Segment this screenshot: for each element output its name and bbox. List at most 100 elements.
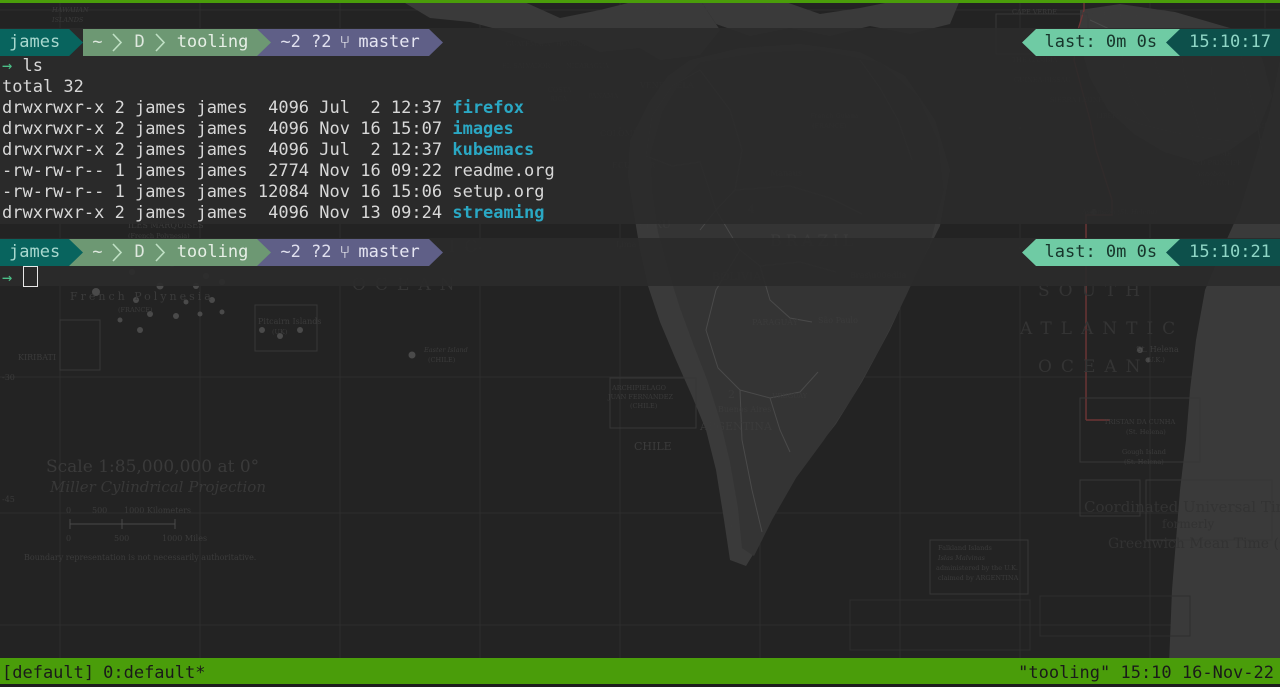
svg-text:500: 500 — [114, 534, 129, 543]
svg-text:BELIZE: BELIZE — [700, 4, 726, 12]
svg-text:500: 500 — [92, 506, 107, 515]
file-listing-row: -rw-rw-r-- 1 james james 12084 Nov 16 15… — [0, 182, 1280, 203]
tmux-status-right: "tooling" 15:10 16-Nov-22 — [1018, 662, 1274, 683]
svg-text:Saint Pierre: Saint Pierre — [742, 5, 791, 14]
tmux-session-name[interactable]: [default] — [2, 662, 95, 683]
file-listing-row: drwxrwxr-x 2 james james 4096 Nov 13 09:… — [0, 203, 1280, 224]
powerline-chevron-icon-1 — [111, 29, 126, 56]
file-row-metadata: -rw-rw-r-- 1 james james 2774 Nov 16 09:… — [2, 161, 453, 181]
svg-text:CHILE: CHILE — [634, 440, 672, 453]
svg-text:Boundary representation is not: Boundary representation is not necessari… — [24, 553, 256, 562]
svg-text:TRISTAN DA CUNHA: TRISTAN DA CUNHA — [1104, 418, 1175, 426]
terminal-text-backdrop — [0, 28, 1280, 224]
directory-name: streaming — [452, 203, 545, 223]
prompt-branch-segment-2: master — [354, 239, 429, 266]
directory-name: firefox — [452, 98, 524, 118]
prompt-git-status-2: ~2 ?2 — [271, 239, 336, 266]
output-total-line: total 32 — [2, 77, 84, 97]
svg-text:ISLANDS: ISLANDS — [51, 16, 84, 24]
tmux-top-border — [0, 0, 1280, 3]
powerline-separator-left-icon — [1021, 29, 1036, 56]
svg-text:ARGENTINA: ARGENTINA — [699, 420, 773, 433]
file-name: setup.org — [452, 182, 545, 202]
right-prompt-last-duration-2: last: 0m 0s — [1035, 239, 1167, 266]
file-row-metadata: drwxrwxr-x 2 james james 4096 Jul 2 12:3… — [2, 98, 453, 118]
prompt-user-segment: james — [0, 29, 70, 56]
powerline-left-1: james ~ D tooling — [0, 29, 443, 56]
svg-text:PARAGUAY: PARAGUAY — [752, 318, 799, 327]
git-branch-icon-2: ⑂ — [335, 239, 355, 266]
powerline-right-1: last: 0m 0s 15:10:17 — [1021, 29, 1280, 56]
svg-text:ATLANTIC: ATLANTIC — [1019, 319, 1184, 339]
svg-text:ARCHIPIELAGO: ARCHIPIELAGO — [611, 384, 666, 392]
svg-text:SOUTH: SOUTH — [1038, 281, 1149, 301]
svg-text:(FRANCE): (FRANCE) — [118, 306, 153, 314]
powerline-separator-left-icon-4 — [1166, 239, 1181, 266]
prompt-dir-segment: tooling — [167, 29, 258, 56]
svg-text:Coordinated Universal Time: Coordinated Universal Time — [1084, 498, 1280, 516]
svg-text:-45: -45 — [2, 495, 15, 504]
svg-text:St. Helena: St. Helena — [1136, 345, 1179, 354]
shell-prompt-line-2: james ~ D tooling — [0, 239, 1280, 266]
prompt-arrow-icon-2: → — [2, 268, 13, 288]
prompt-arrow-icon: → — [2, 56, 13, 76]
file-listing-row: drwxrwxr-x 2 james james 4096 Jul 2 12:3… — [0, 140, 1280, 161]
svg-text:KIRIBATI: KIRIBATI — [18, 353, 56, 362]
svg-text:formerly: formerly — [1162, 517, 1214, 531]
right-prompt-last-duration: last: 0m 0s — [1035, 29, 1167, 56]
svg-text:Gough Island: Gough Island — [1122, 448, 1166, 456]
file-row-metadata: drwxrwxr-x 2 james james 4096 Nov 13 09:… — [2, 203, 453, 223]
file-listing: drwxrwxr-x 2 james james 4096 Jul 2 12:3… — [0, 98, 1280, 224]
powerline-separator-left-icon-2 — [1166, 29, 1181, 56]
prompt-user-segment-2: james — [0, 239, 70, 266]
svg-text:Buenos Aires: Buenos Aires — [718, 405, 771, 414]
svg-text:3: 3 — [726, 518, 733, 531]
svg-text:MAURITANIA: MAURITANIA — [1082, 11, 1139, 20]
command-line: → ls — [0, 56, 1280, 77]
terminal-window[interactable]: james ~ D tooling — [0, 0, 1280, 656]
svg-text:0: 0 — [66, 534, 71, 543]
powerline-separator-icon — [69, 29, 84, 56]
right-prompt-clock-1: 15:10:17 — [1180, 29, 1280, 56]
file-listing-row: drwxrwxr-x 2 james james 4096 Jul 2 12:3… — [0, 98, 1280, 119]
prompt-drive-segment-2: D — [125, 239, 154, 266]
svg-text:administered by the U.K.: administered by the U.K. — [936, 564, 1018, 572]
svg-text:São Paulo: São Paulo — [818, 316, 858, 325]
svg-text:0: 0 — [66, 506, 71, 515]
svg-text:URUGUAY: URUGUAY — [772, 392, 808, 400]
svg-text:1000 Kilometers: 1000 Kilometers — [124, 506, 191, 515]
powerline-chevron-icon-4 — [153, 239, 168, 266]
shell-input-line[interactable]: → — [0, 266, 38, 288]
typed-command: ls — [22, 56, 43, 76]
prompt-home-segment-2: ~ — [83, 239, 112, 266]
svg-text:(St. Helena): (St. Helena) — [1126, 428, 1166, 436]
tmux-window-list[interactable]: 0:default* — [103, 662, 206, 683]
file-row-metadata: drwxrwxr-x 2 james james 4096 Nov 16 15:… — [2, 119, 453, 139]
svg-text:(CHILE): (CHILE) — [428, 356, 456, 364]
tmux-status-bar[interactable]: [default] 0:default* "tooling" 15:10 16-… — [0, 658, 1280, 687]
svg-text:Greenwich Mean Time (GMT): Greenwich Mean Time (GMT) — [1108, 536, 1280, 552]
svg-text:(UK): (UK) — [272, 328, 288, 336]
file-listing-row: -rw-rw-r-- 1 james james 2774 Nov 16 09:… — [0, 161, 1280, 182]
terminal-output-area: → ls total 32 drwxrwxr-x 2 james james 4… — [0, 56, 1280, 224]
svg-text:OCEAN: OCEAN — [1038, 357, 1150, 377]
prompt-branch-segment: master — [354, 29, 429, 56]
svg-text:French Polynesia: French Polynesia — [70, 290, 214, 303]
powerline-right-2: last: 0m 0s 15:10:21 — [1021, 239, 1280, 266]
svg-text:Pitcairn Islands: Pitcairn Islands — [258, 317, 321, 326]
svg-text:Falkland Islands: Falkland Islands — [938, 544, 992, 552]
prompt-dir-segment-2: tooling — [167, 239, 258, 266]
svg-text:Islas Malvinas: Islas Malvinas — [937, 554, 986, 562]
svg-text:(U.K.): (U.K.) — [1146, 356, 1165, 364]
svg-text:2: 2 — [728, 388, 735, 401]
text-cursor — [22, 266, 38, 287]
file-name: readme.org — [452, 161, 555, 181]
powerline-separator-icon-3 — [428, 29, 443, 56]
svg-text:Mexico: Mexico — [636, 7, 665, 16]
directory-name: images — [452, 119, 514, 139]
file-row-metadata: -rw-rw-r-- 1 james james 12084 Nov 16 15… — [2, 182, 453, 202]
file-row-metadata: drwxrwxr-x 2 james james 4096 Jul 2 12:3… — [2, 140, 453, 160]
prompt-git-status: ~2 ?2 — [271, 29, 336, 56]
svg-text:(French Polynesia): (French Polynesia) — [128, 232, 190, 240]
